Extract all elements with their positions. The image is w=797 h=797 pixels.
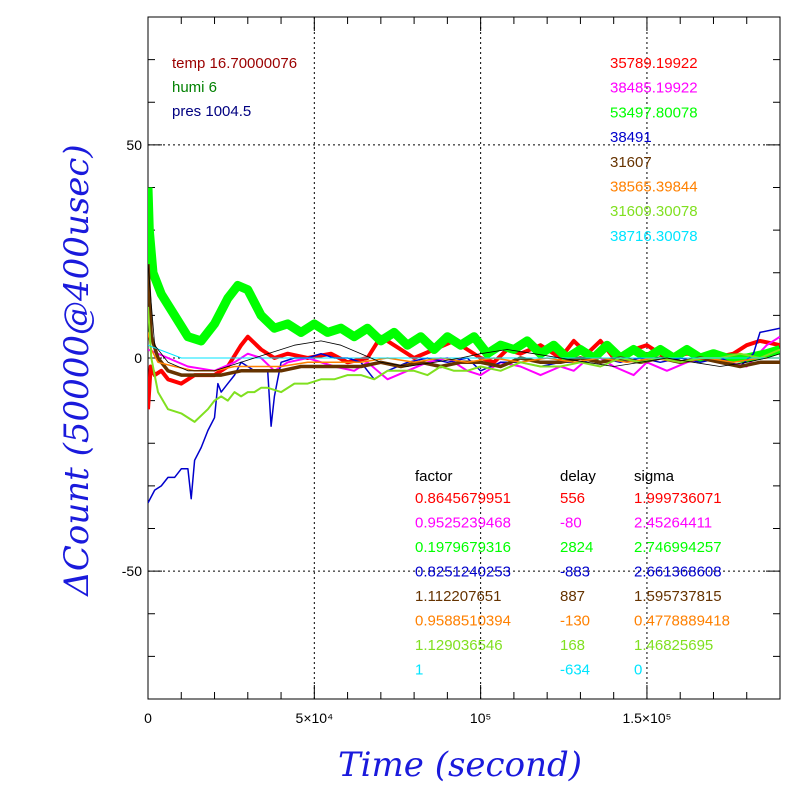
series-mean-0: 35789.19922 [610, 55, 698, 72]
series-sigma-3: 2.661368608 [634, 564, 722, 581]
axis-ticks [147, 16, 781, 700]
sigma-header: sigma [634, 468, 675, 485]
series-mean-7: 38716.30078 [610, 228, 698, 245]
series-delay-0: 556 [560, 490, 585, 507]
y-tick-label: 0 [134, 350, 142, 366]
series-factor-6: 1.129036546 [415, 637, 503, 654]
env-label-0: temp 16.70000076 [172, 55, 297, 72]
series-sigma-7: 0 [634, 662, 642, 679]
series-delay-6: 168 [560, 637, 585, 654]
x-tick-label: 0 [144, 710, 152, 726]
series-lines [148, 187, 780, 504]
series-factor-4: 1.112207651 [415, 588, 501, 605]
series-delay-4: 887 [560, 588, 585, 605]
series-delay-7: -634 [560, 662, 590, 679]
y-axis-label: ΔCount (50000@400usec) [57, 144, 97, 597]
series-mean-6: 31609.30078 [610, 203, 698, 220]
series-sigma-6: 1.46825695 [634, 637, 713, 654]
series-factor-1: 0.9525239468 [415, 515, 511, 532]
env-label-1: humi 6 [172, 79, 217, 96]
factor-header: factor [415, 468, 453, 485]
series-mean-3: 38491 [610, 129, 652, 146]
series-factor-5: 0.9588510394 [415, 613, 511, 630]
series-mean-4: 31607 [610, 154, 652, 171]
series-sigma-5: 0.4778889418 [634, 613, 730, 630]
series-line-6 [148, 306, 780, 423]
x-axis-label: Time (second) [338, 745, 582, 785]
series-mean-1: 38485.19922 [610, 80, 698, 97]
series-factor-2: 0.1979679316 [415, 539, 511, 556]
x-tick-label: 10⁵ [470, 710, 491, 726]
series-mean-2: 53497.80078 [610, 104, 698, 121]
series-line-2 [148, 187, 780, 363]
series-delay-2: 2824 [560, 539, 593, 556]
tick-labels: 0 5×10⁴ 10⁵ 1.5×10⁵ -50 0 50 [122, 137, 672, 726]
y-tick-label: -50 [122, 563, 142, 579]
series-line-7 [148, 344, 780, 359]
series-delay-3: -883 [560, 564, 590, 581]
x-tick-label: 1.5×10⁵ [622, 710, 671, 726]
series-delay-5: -130 [560, 613, 590, 630]
legend: temp 16.70000076 humi 6 pres 1004.5 35789.1… [172, 55, 730, 679]
series-sigma-1: 2.45264411 [634, 515, 712, 532]
series-mean-5: 38565.39844 [610, 179, 698, 196]
series-sigma-4: 1.595737815 [634, 588, 722, 605]
series-sigma-2: 2.746994257 [634, 539, 722, 556]
series-delay-1: -80 [560, 515, 582, 532]
x-tick-label: 5×10⁴ [296, 710, 334, 726]
env-label-2: pres 1004.5 [172, 103, 251, 120]
series-sigma-0: 1.999736071 [634, 490, 722, 507]
series-factor-3: 0.8251240253 [415, 564, 511, 581]
delay-header: delay [560, 468, 596, 485]
series-factor-7: 1 [415, 662, 423, 679]
series-line-8 [148, 264, 780, 372]
y-tick-label: 50 [126, 137, 142, 153]
series-factor-0: 0.8645679951 [415, 490, 511, 507]
